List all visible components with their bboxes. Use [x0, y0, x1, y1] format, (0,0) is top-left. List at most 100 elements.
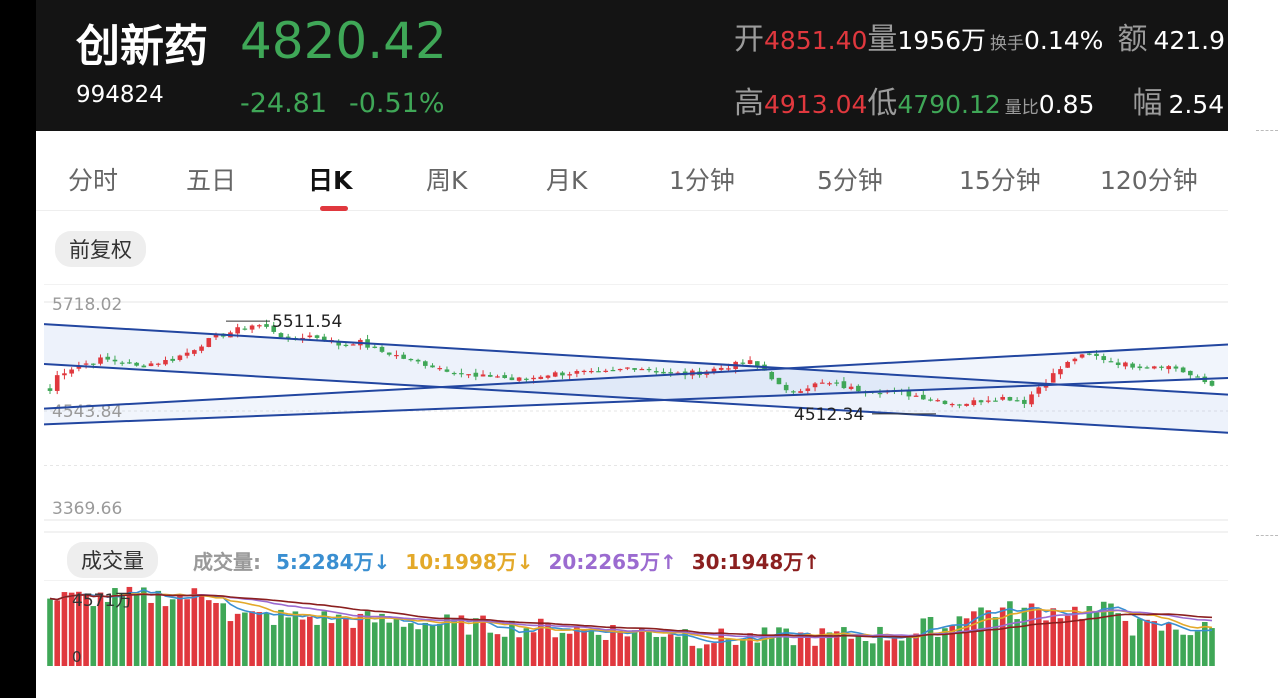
volume-bar [1194, 631, 1201, 666]
volume-bar [314, 624, 320, 666]
candle [242, 328, 248, 330]
low-label: 低 [867, 86, 898, 121]
volume-bar [566, 633, 573, 666]
volume-bar [1043, 620, 1049, 666]
volume-bar [47, 598, 53, 666]
candle [495, 376, 500, 378]
candle [206, 338, 212, 347]
tab-five-day[interactable]: 五日 [186, 166, 237, 195]
candle [639, 368, 645, 371]
trend-line [44, 376, 1228, 426]
candle [603, 370, 609, 372]
volume-bar [602, 639, 609, 666]
channel-fill [44, 344, 1228, 425]
volume-indicator-button[interactable]: 成交量 [67, 542, 158, 578]
volume-bar [682, 629, 688, 666]
volume-bar [1173, 629, 1179, 666]
tab-5-minute[interactable]: 5分钟 [817, 166, 883, 195]
volume-bar [119, 594, 125, 666]
volume-bar [155, 590, 162, 666]
volume-bar [949, 625, 955, 666]
tab-daily-k[interactable]: 日K [308, 166, 353, 195]
stock-code: 994824 [76, 82, 164, 108]
volume-bar [1209, 628, 1215, 666]
candle [83, 363, 89, 365]
edge-dash [1256, 130, 1278, 131]
tab-15-minute[interactable]: 15分钟 [959, 166, 1041, 195]
volume-bar [148, 602, 154, 666]
volume-bar [516, 637, 522, 666]
tab-weekly-k[interactable]: 周K [426, 166, 468, 195]
candle [47, 388, 53, 391]
candle [1209, 380, 1215, 386]
tab-120-minute[interactable]: 120分钟 [1100, 166, 1198, 195]
candle [1108, 361, 1114, 363]
volume-bar [1007, 601, 1013, 666]
candle [1137, 366, 1143, 369]
volume-bar [631, 630, 638, 666]
volume-bar [855, 634, 862, 666]
turnover-value: 0.14% [1024, 26, 1104, 55]
volume-axis-top: 4571万 [72, 591, 132, 611]
volume-bar [76, 591, 82, 666]
candle [466, 374, 471, 376]
volume-bar [126, 586, 133, 666]
candle [524, 378, 529, 380]
trend-line [44, 343, 1228, 410]
volume-bar [321, 611, 328, 666]
candle [155, 363, 161, 365]
volume-ma-line [49, 592, 1213, 642]
volume-bar [184, 599, 190, 666]
volume-bar [696, 648, 703, 666]
volume-bar [509, 620, 515, 666]
adjust-mode-button[interactable]: 前复权 [55, 231, 146, 267]
candle [459, 373, 464, 375]
tab-monthly-k[interactable]: 月K [546, 166, 588, 195]
high-value: 4913.04 [764, 90, 868, 119]
volume-bar [754, 642, 761, 666]
candle [964, 403, 969, 406]
volume-bar [299, 619, 306, 666]
volume-chart[interactable]: 4571万 0 [44, 580, 1228, 670]
candle [552, 372, 558, 377]
candle [473, 372, 479, 377]
volume-ma-legend: 成交量: 5:2284万↓ 10:1998万↓ 20:2265万↑ 30:194… [193, 546, 828, 575]
volume-bar [141, 587, 147, 666]
price-change: -24.81 [240, 88, 328, 119]
volume-bar [285, 617, 291, 666]
volume-bar [1035, 608, 1042, 666]
tab-1-minute[interactable]: 1分钟 [669, 166, 735, 195]
volume-bar [574, 627, 580, 666]
volume-bar [451, 619, 457, 666]
volume-ma20: 20:2265万↑ [548, 550, 677, 574]
quote-header: 创新药 994824 4820.42 -24.81 -0.51% 开 4851.… [36, 0, 1228, 131]
candle [343, 344, 349, 347]
volume-bar [191, 588, 198, 666]
volume-bar [436, 624, 443, 666]
volume-bar [177, 594, 183, 666]
candle [1014, 400, 1020, 402]
volume-bar [198, 594, 205, 666]
volume-label: 量 [867, 22, 898, 57]
candle [423, 361, 428, 366]
amplitude-value: 2.54 [1168, 90, 1225, 119]
stats-row-2: 高 4913.04 低 4790.12 量比 0.85 幅 2.54 [734, 78, 1224, 122]
volume-bar [400, 626, 407, 666]
volume-bar [595, 634, 602, 666]
tab-intraday[interactable]: 分时 [68, 166, 119, 195]
volume-bar [833, 631, 840, 666]
candle [192, 350, 197, 354]
candle [819, 382, 825, 384]
candle [993, 400, 998, 402]
candle [560, 372, 565, 376]
volume-bar [971, 611, 977, 666]
candle [1079, 354, 1085, 358]
candle [249, 325, 255, 330]
candle [856, 385, 861, 392]
volume-ma-line [49, 589, 1213, 643]
volume-bar [480, 615, 486, 666]
volume-bar [768, 638, 775, 666]
candle [538, 376, 544, 379]
candle [163, 360, 168, 365]
